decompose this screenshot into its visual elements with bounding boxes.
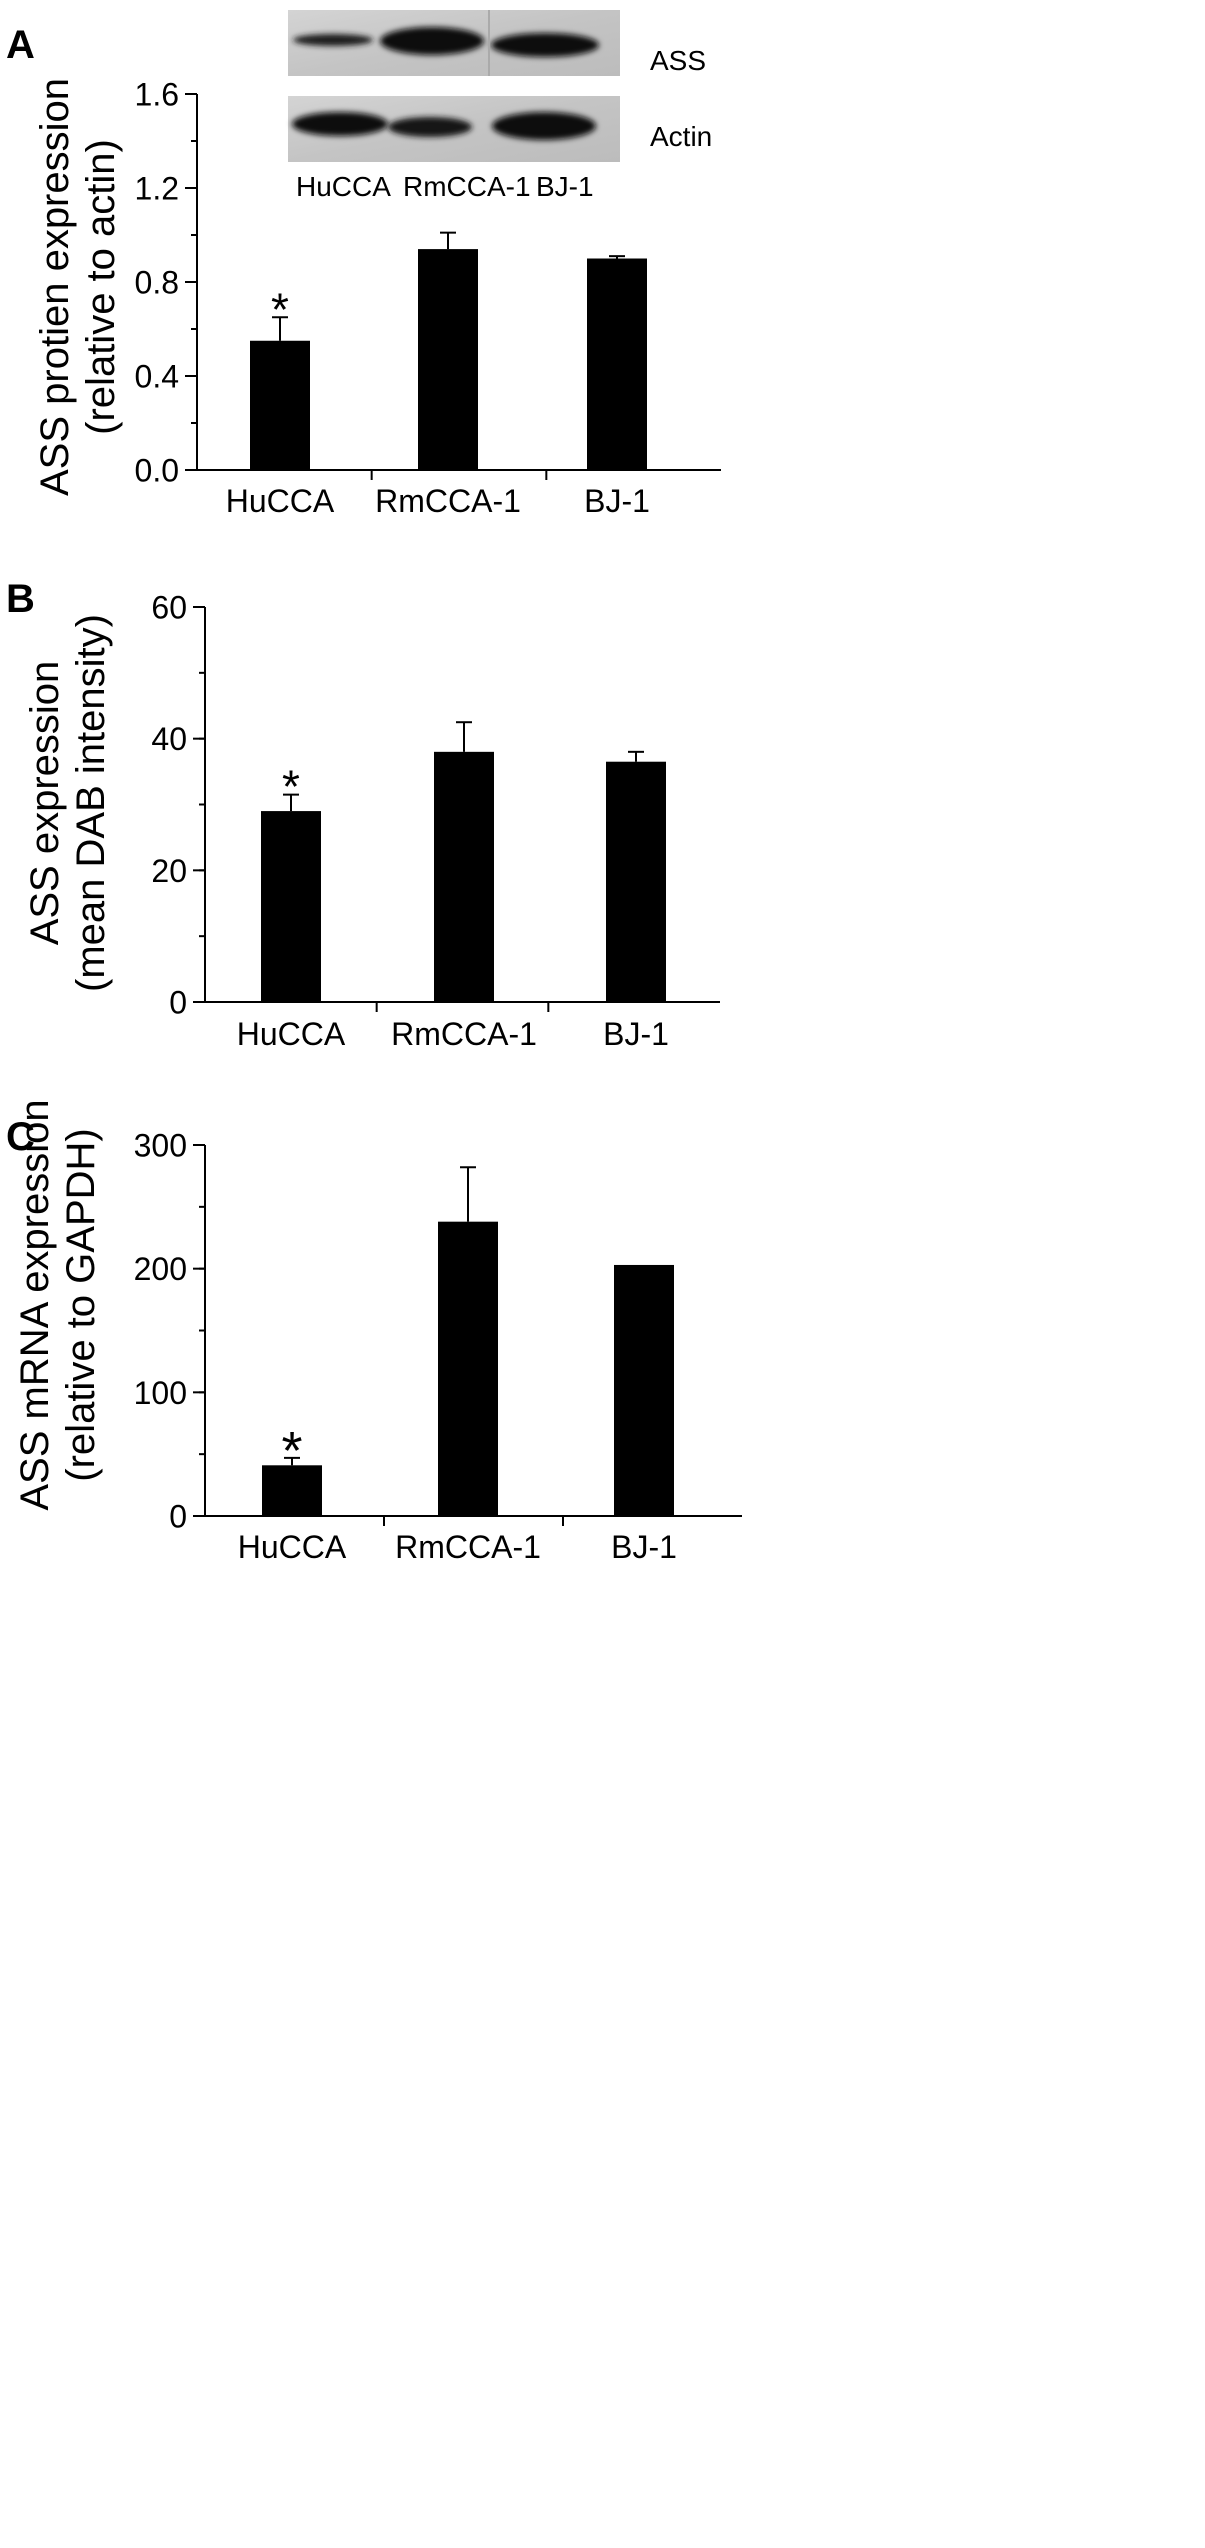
blot-lane-label-hucca: HuCCA <box>296 171 391 202</box>
panel-a-ylabel-line1: ASS protien expression <box>33 78 77 496</box>
blot-lane-label-bj1: BJ-1 <box>536 171 594 202</box>
panel-b-category-label: HuCCA <box>237 1016 346 1052</box>
panel-a: A ASS protien expression (relative to ac… <box>6 10 721 519</box>
panel-c-ytick-label: 300 <box>134 1128 187 1164</box>
panel-a-significance-marker: * <box>271 283 289 335</box>
panel-c-bar <box>262 1465 322 1516</box>
panel-b-ylabel-line2: (mean DAB intensity) <box>69 614 113 992</box>
panel-c-significance-marker: * <box>281 1421 302 1481</box>
panel-b-plot: 0 20 40 60 * HuCCA RmCCA-1 BJ-1 <box>151 590 720 1052</box>
band-ass-rmcca1 <box>380 27 484 55</box>
western-blot: ASS Actin HuCCA RmCCA-1 BJ-1 <box>288 10 712 202</box>
panel-b-ylabel: ASS expression (mean DAB intensity) <box>23 614 113 992</box>
panel-c-category-label: RmCCA-1 <box>395 1529 541 1565</box>
panel-a-category-label: BJ-1 <box>584 483 650 519</box>
panel-c-ylabel-line1: ASS mRNA expression <box>13 1099 57 1510</box>
panel-b-ytick-label: 0 <box>169 985 187 1021</box>
panel-a-category-label: RmCCA-1 <box>375 483 521 519</box>
blot-strip-ass <box>288 10 620 76</box>
panel-a-plot: 0.00.40.81.21.6*HuCCA RmCCA-1 BJ-1 <box>135 77 721 519</box>
panel-a-bar <box>250 340 310 470</box>
panel-a-ylabel-line2: (relative to actin) <box>79 139 123 435</box>
panel-c: C ASS mRNA expression (relative to GAPDH… <box>6 1099 742 1565</box>
band-actin-bj1 <box>492 112 596 140</box>
panel-c-ytick-label: 100 <box>134 1375 187 1411</box>
band-ass-bj1 <box>491 33 599 57</box>
band-ass-hucca <box>293 34 373 46</box>
panel-a-category-label: HuCCA <box>226 483 335 519</box>
panel-a-ytick-label: 0.8 <box>135 265 179 301</box>
panel-b-bar <box>606 761 666 1002</box>
panel-b: B ASS expression (mean DAB intensity) 0 2… <box>6 577 720 1052</box>
panel-c-category-label: BJ-1 <box>611 1529 677 1565</box>
panel-b-category-label: RmCCA-1 <box>391 1016 537 1052</box>
panel-a-bar <box>418 249 478 470</box>
blot-lane-label-rmcca1: RmCCA-1 <box>403 171 531 202</box>
panel-c-ytick-label: 200 <box>134 1251 187 1287</box>
panel-b-ylabel-line1: ASS expression <box>23 661 67 946</box>
panel-b-significance-marker: * <box>282 761 300 813</box>
panel-b-category-label: BJ-1 <box>603 1016 669 1052</box>
panel-b-ytick-label: 40 <box>151 721 187 757</box>
blot-row-label-ass: ASS <box>650 45 706 76</box>
panel-a-ytick-label: 0.4 <box>135 359 179 395</box>
panel-c-ylabel: ASS mRNA expression (relative to GAPDH) <box>13 1099 103 1510</box>
panel-b-label: B <box>6 577 35 621</box>
panel-b-bar <box>434 751 494 1002</box>
blot-strip-actin <box>288 96 620 162</box>
panel-c-plot: 0 100 200 300 * HuCCA RmCCA-1 BJ-1 <box>134 1128 742 1565</box>
panel-b-ytick-label: 20 <box>151 853 187 889</box>
band-actin-rmcca1 <box>388 117 472 137</box>
panel-c-category-label: HuCCA <box>238 1529 347 1565</box>
panel-a-label: A <box>6 23 35 67</box>
panel-b-bar <box>261 811 321 1002</box>
panel-a-ytick-label: 1.2 <box>135 171 179 207</box>
panel-c-label: C <box>6 1115 35 1159</box>
panel-a-ytick-label: 1.6 <box>135 77 179 113</box>
panel-c-bar <box>438 1221 498 1516</box>
panel-b-ytick-label: 60 <box>151 590 187 626</box>
panel-a-bar <box>587 258 647 470</box>
blot-row-label-actin: Actin <box>650 121 712 152</box>
panel-c-bar <box>614 1264 674 1516</box>
band-actin-hucca <box>292 112 388 136</box>
panel-c-ylabel-line2: (relative to GAPDH) <box>59 1128 103 1481</box>
panel-a-ytick-label: 0.0 <box>135 453 179 489</box>
panel-c-ytick-label: 0 <box>169 1499 187 1535</box>
panel-a-ylabel: ASS protien expression (relative to acti… <box>33 78 123 496</box>
